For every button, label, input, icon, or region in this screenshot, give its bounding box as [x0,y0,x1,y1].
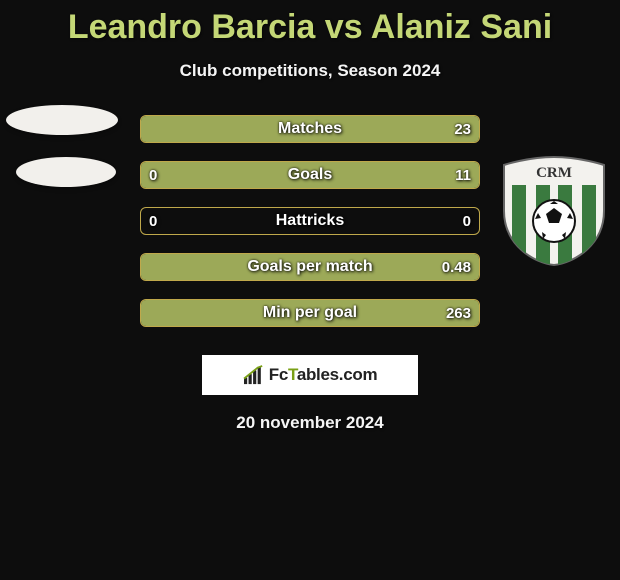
crest-initials: CRM [536,165,572,181]
crm-shield-icon: CRM [502,155,606,267]
metric-label: Hattricks [141,212,479,230]
metric-label: Goals per match [141,258,479,276]
brand-text: FcTables.com [269,365,378,385]
metric-value-right: 0 [463,213,471,230]
brand-watermark: FcTables.com [202,355,418,395]
metric-bars-container: Matches230Goals110Hattricks0Goals per ma… [140,115,480,327]
date-text: 20 november 2024 [0,413,620,433]
page-title: Leandro Barcia vs Alaniz Sani [0,0,620,47]
page-subtitle: Club competitions, Season 2024 [0,61,620,81]
left-player-crest [6,105,118,187]
ellipse-placeholder-icon [16,157,116,187]
ellipse-placeholder-icon [6,105,118,135]
metric-label: Matches [141,120,479,138]
metric-label: Goals [141,166,479,184]
comparison-arena: CRM Matches230Goals110Hattricks0Goals pe… [0,115,620,327]
right-player-crest: CRM [502,155,606,267]
metric-value-right: 23 [454,121,471,138]
metric-value-right: 11 [455,167,471,184]
metric-bar: Matches23 [140,115,480,143]
metric-label: Min per goal [141,304,479,322]
metric-value-right: 0.48 [442,259,471,276]
metric-bar: 0Goals11 [140,161,480,189]
metric-value-right: 263 [446,305,471,322]
metric-bar: Min per goal263 [140,299,480,327]
metric-bar: Goals per match0.48 [140,253,480,281]
bar-chart-icon [243,365,265,385]
metric-bar: 0Hattricks0 [140,207,480,235]
